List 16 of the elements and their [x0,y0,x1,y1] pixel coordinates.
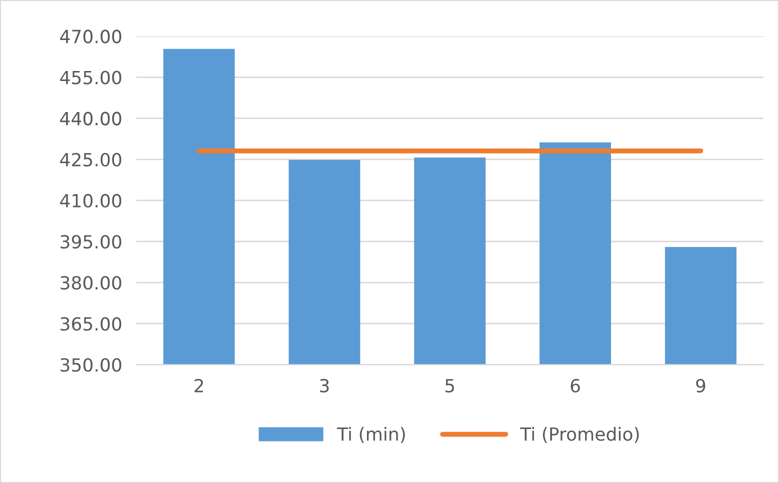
y-tick-label: 380.00 [60,276,122,290]
x-tick-label: 2 [194,378,203,392]
y-tick-label: 470.00 [60,30,122,44]
x-tick-label: 9 [696,378,706,393]
y-tick-label: 410.00 [60,194,122,208]
legend-label: Ti (Promedio) [520,426,639,443]
legend-label: Ti (min) [337,426,405,443]
y-tick-label: 455.00 [60,70,122,84]
y-tick-label: 365.00 [60,317,122,331]
y-tick-label: 350.00 [60,358,122,372]
x-tick-label: 3 [320,378,329,393]
y-tick-label: 425.00 [60,152,122,167]
x-tick-label: 5 [446,379,454,393]
x-tick-label: 6 [570,378,580,393]
y-tick-label: 395.00 [60,234,122,249]
y-tick-label: 440.00 [60,112,122,126]
